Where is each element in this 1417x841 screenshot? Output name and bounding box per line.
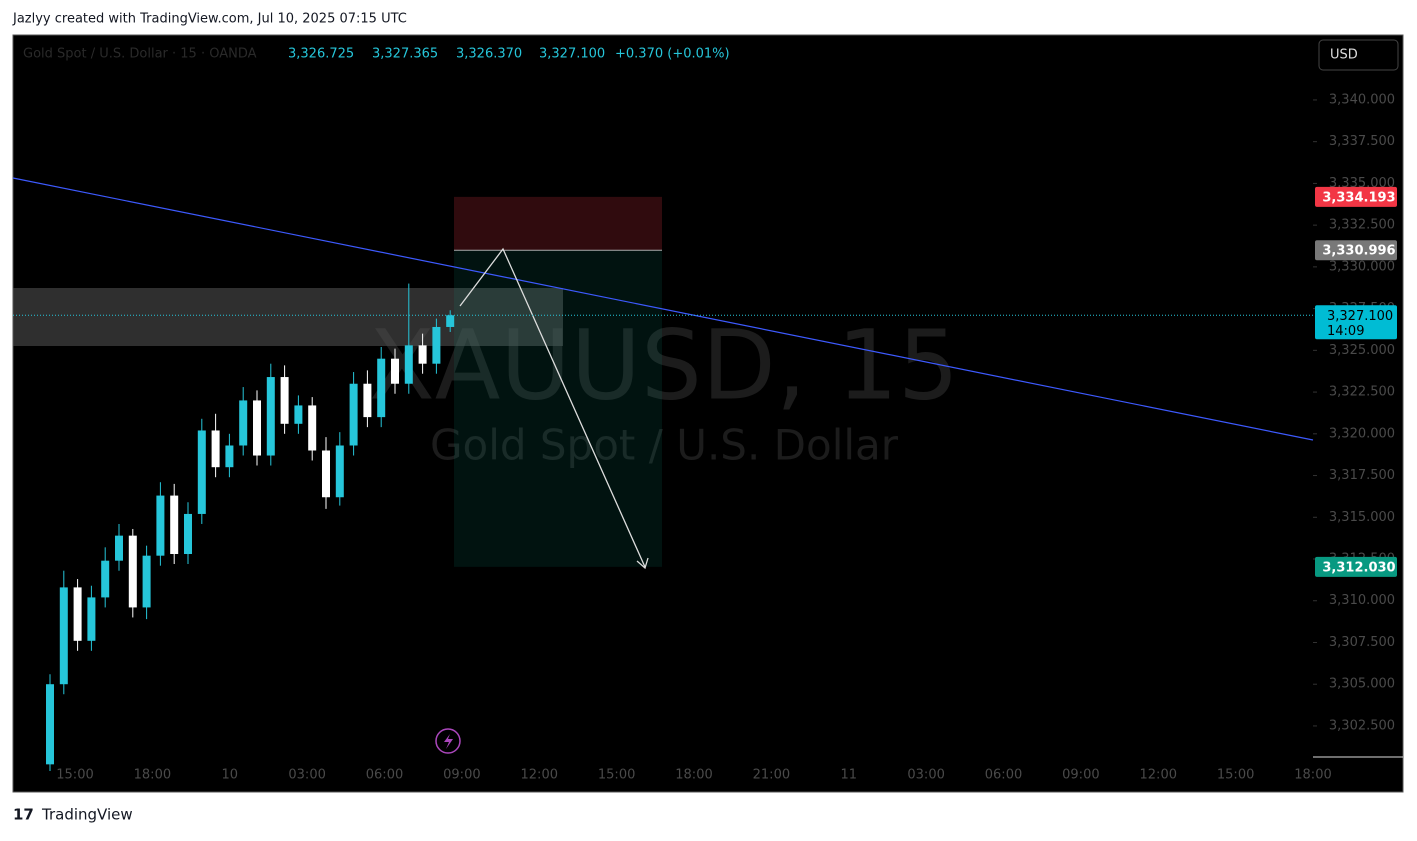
candle-body: [308, 405, 317, 451]
ohlc-open: 3,326.725: [288, 47, 354, 62]
candle-body: [253, 400, 261, 456]
candle-body: [156, 495, 165, 556]
arrow: [459, 247, 646, 568]
attribution: Jazlyy created with TradingView.com, Jul…: [12, 12, 407, 27]
candle-body: [322, 450, 330, 498]
candle-body: [101, 560, 110, 598]
target-box: [1315, 556, 1397, 577]
ohlc-high: 3,327.365: [372, 47, 438, 62]
x-tick-label: 09:00: [443, 768, 480, 783]
currency-button[interactable]: [1318, 39, 1399, 71]
x-tick-label: 03:00: [288, 768, 325, 783]
candle-body: [115, 535, 123, 561]
x-tick-label: 12:00: [1140, 768, 1177, 783]
candle-body: [418, 345, 427, 364]
y-tick-label: 3,322.500: [1329, 385, 1395, 400]
candle-body: [211, 430, 220, 468]
candle-body: [239, 400, 248, 446]
candle-body: [225, 445, 234, 468]
candle-body: [377, 358, 386, 418]
zone: [13, 288, 563, 346]
candle-body: [432, 326, 441, 364]
x-tick-label: 18:00: [134, 768, 171, 783]
symbol-title: Gold Spot / U.S. Dollar · 15 · OANDA: [23, 47, 257, 62]
currency[interactable]: USD: [1330, 48, 1358, 63]
candle-body: [197, 430, 206, 514]
ohlc-close: 3,327.100: [539, 47, 605, 62]
candle-body: [391, 358, 399, 384]
arrow-head: [636, 557, 649, 570]
x-tick-label: 15:00: [1217, 768, 1254, 783]
candle-body: [142, 555, 151, 608]
y-tick-label: 3,305.000: [1329, 677, 1395, 692]
event-bolt: [444, 734, 453, 749]
candle-body: [46, 684, 54, 765]
y-tick-label: 3,310.000: [1329, 593, 1395, 608]
x-tick-label: 03:00: [907, 768, 944, 783]
x-tick-label: 10: [221, 768, 238, 783]
stop-box: [1315, 186, 1397, 207]
entry-box: [1315, 240, 1397, 261]
last-price-box: [1315, 305, 1397, 340]
x-tick-label: 21:00: [753, 768, 790, 783]
y-tick-label: 3,317.500: [1329, 468, 1395, 483]
candle-body: [335, 445, 344, 498]
target-zone: [454, 250, 662, 567]
candle-body: [266, 377, 275, 456]
y-tick-label: 3,320.000: [1329, 426, 1395, 441]
y-tick-label: 3,332.500: [1329, 218, 1395, 233]
x-tick-label: 11: [840, 768, 857, 783]
candle-body: [446, 315, 455, 327]
stop-label: 3,334.193: [1322, 190, 1395, 205]
target-label: 3,312.030: [1322, 560, 1395, 575]
trendline: [12, 177, 1314, 441]
candle-body: [404, 345, 413, 384]
last-price-label: 3,327.100: [1327, 309, 1393, 324]
candle-body: [363, 383, 372, 418]
y-tick-label: 3,340.000: [1329, 92, 1395, 107]
y-tick-label: 3,337.500: [1329, 134, 1395, 149]
logo: 𝟭𝟳: [13, 806, 34, 824]
x-tick-label: 09:00: [1062, 768, 1099, 783]
candle-body: [73, 587, 82, 641]
x-tick-label: 06:00: [366, 768, 403, 783]
x-tick-label: 15:00: [56, 768, 93, 783]
x-tick-label: 12:00: [521, 768, 558, 783]
x-tick-label: 15:00: [598, 768, 635, 783]
candle-body: [170, 495, 179, 555]
candle-body: [280, 377, 289, 424]
countdown: 14:09: [1327, 324, 1364, 339]
event-icon[interactable]: [435, 728, 461, 754]
candle-body: [294, 405, 303, 424]
entry-label: 3,330.996: [1322, 244, 1395, 259]
y-tick-label: 3,325.000: [1329, 343, 1395, 358]
candle-body: [184, 513, 192, 555]
ohlc-low: 3,326.370: [456, 47, 522, 62]
watermark-name: Gold Spot / U.S. Dollar: [430, 421, 899, 470]
y-tick-label: 3,302.500: [1329, 718, 1395, 733]
x-tick-label: 06:00: [985, 768, 1022, 783]
ohlc-change: +0.370 (+0.01%): [615, 47, 730, 62]
y-tick-label: 3,330.000: [1329, 259, 1395, 274]
y-tick-label: 3,307.500: [1329, 635, 1395, 650]
candle-body: [349, 383, 358, 446]
candle-body: [87, 597, 96, 641]
candle-body: [128, 535, 137, 608]
candle-body: [59, 587, 68, 685]
x-tick-label: 18:00: [1294, 768, 1331, 783]
y-tick-label: 3,315.000: [1329, 510, 1395, 525]
brand: TradingView: [41, 806, 133, 824]
stop-zone: [454, 196, 662, 251]
x-tick-label: 18:00: [675, 768, 712, 783]
